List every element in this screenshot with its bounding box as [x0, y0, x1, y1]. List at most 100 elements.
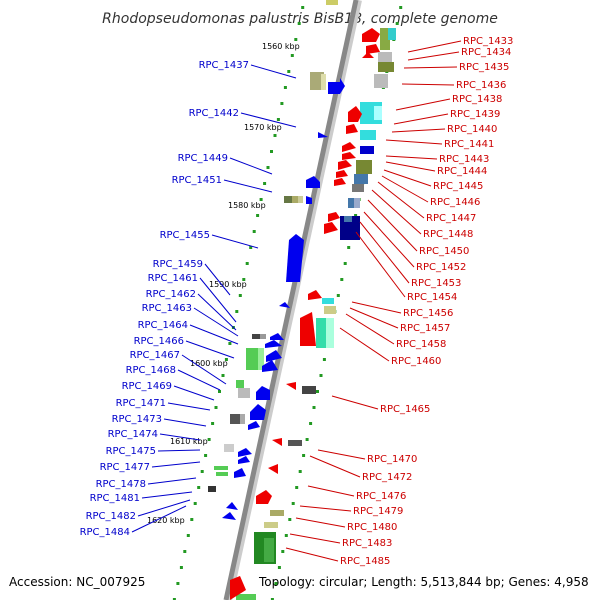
tick-mark	[281, 550, 285, 553]
gene-label[interactable]: RPC_1447	[426, 213, 476, 224]
gene-label[interactable]: RPC_1453	[411, 278, 461, 289]
gene-label[interactable]: RPC_1474	[108, 429, 158, 440]
scale-labels: 1560 kbp 1570 kbp 1580 kbp 1590 kbp 1600…	[147, 42, 300, 525]
gene-block	[240, 414, 245, 424]
gene-arrow	[308, 290, 322, 300]
gene-label[interactable]: RPC_1477	[100, 462, 150, 473]
gene-arrow	[366, 44, 380, 54]
gene-label[interactable]: RPC_1468	[126, 365, 176, 376]
tick-mark	[287, 70, 291, 73]
gene-label[interactable]: RPC_1454	[407, 292, 457, 303]
gene-label[interactable]: RPC_1464	[138, 320, 188, 331]
callout-line	[359, 221, 410, 284]
gene-arrow	[279, 302, 290, 308]
tick-mark	[291, 502, 295, 505]
gene-label[interactable]: RPC_1485	[340, 556, 390, 567]
gene-label[interactable]: RPC_1452	[416, 262, 466, 273]
gene-label[interactable]: RPC_1438	[452, 94, 502, 105]
gene-arrow	[248, 421, 260, 430]
callout-line	[383, 169, 432, 187]
callout-line	[163, 418, 207, 427]
callout-line	[407, 40, 462, 53]
gene-block	[354, 174, 368, 184]
gene-block	[208, 486, 216, 492]
tick-mark	[270, 598, 274, 600]
tick-mark	[280, 102, 284, 105]
gene-label[interactable]: RPC_1469	[122, 381, 172, 392]
gene-label[interactable]: RPC_1461	[148, 273, 198, 284]
gene-label[interactable]: RPC_1478	[96, 479, 146, 490]
gene-label[interactable]: RPC_1471	[116, 398, 166, 409]
gene-label[interactable]: RPC_1465	[380, 404, 430, 415]
tick-mark	[298, 470, 302, 473]
gene-block	[288, 440, 302, 446]
callout-line	[157, 449, 201, 452]
gene-label[interactable]: RPC_1445	[433, 181, 483, 192]
gene-label[interactable]: RPC_1448	[423, 229, 473, 240]
gene-label[interactable]: RPC_1446	[430, 197, 480, 208]
tick-mark	[395, 22, 399, 25]
gene-block	[236, 594, 256, 600]
gene-label[interactable]: RPC_1484	[80, 527, 130, 538]
callout-line	[285, 547, 339, 562]
gene-label[interactable]: RPC_1450	[419, 246, 469, 257]
gene-block	[252, 334, 260, 339]
gene-label[interactable]: RPC_1444	[437, 166, 487, 177]
gene-label[interactable]: RPC_1466	[134, 336, 184, 347]
gene-label[interactable]: RPC_1449	[178, 153, 228, 164]
gene-label[interactable]: RPC_1441	[444, 139, 494, 150]
callout-line	[395, 98, 451, 111]
gene-label[interactable]: RPC_1483	[342, 538, 392, 549]
gene-arrow	[306, 196, 312, 204]
genome-summary-text: Topology: circular; Length: 5,513,844 bp…	[258, 575, 589, 589]
callout-line	[401, 83, 455, 86]
gene-label[interactable]: RPC_1472	[362, 472, 412, 483]
gene-label[interactable]: RPC_1473	[112, 414, 162, 425]
callout-line	[177, 369, 221, 391]
gene-label[interactable]: RPC_1455	[160, 230, 210, 241]
gene-label[interactable]: RPC_1435	[459, 62, 509, 73]
reverse-genes	[230, 28, 396, 600]
gene-label[interactable]: RPC_1457	[400, 323, 450, 334]
gene-block	[264, 538, 274, 562]
gene-label[interactable]: RPC_1440	[447, 124, 497, 135]
tick-mark	[295, 486, 299, 489]
gene-label[interactable]: RPC_1467	[130, 350, 180, 361]
gene-block	[356, 160, 372, 174]
gene-block	[374, 74, 388, 88]
callout-line	[181, 354, 227, 385]
gene-label[interactable]: RPC_1476	[356, 491, 406, 502]
gene-label[interactable]: RPC_1459	[153, 259, 203, 270]
gene-label[interactable]: RPC_1439	[450, 109, 500, 120]
gene-label[interactable]: RPC_1482	[86, 511, 136, 522]
tick-mark	[256, 214, 260, 217]
gene-label[interactable]: RPC_1443	[439, 154, 489, 165]
gene-arrow	[286, 382, 296, 390]
scale-label: 1590 kbp	[209, 280, 247, 289]
gene-label[interactable]: RPC_1463	[142, 303, 192, 314]
gene-label[interactable]: RPC_1437	[199, 60, 249, 71]
gene-label[interactable]: RPC_1460	[391, 356, 441, 367]
gene-label[interactable]: RPC_1458	[396, 339, 446, 350]
callout-line	[377, 181, 425, 219]
gene-arrow	[256, 490, 272, 504]
gene-label[interactable]: RPC_1456	[403, 308, 453, 319]
gene-label[interactable]: RPC_1470	[367, 454, 417, 465]
gene-label[interactable]: RPC_1481	[90, 493, 140, 504]
gene-block	[321, 74, 326, 90]
gene-label[interactable]: RPC_1433	[463, 36, 513, 47]
forward-gene-labels: RPC_1437 RPC_1442 RPC_1449 RPC_1451 RPC_1455…	[80, 60, 297, 538]
gene-label[interactable]: RPC_1434	[461, 47, 511, 58]
gene-arrow	[328, 212, 340, 222]
tick-mark	[284, 534, 288, 537]
gene-label[interactable]: RPC_1451	[172, 175, 222, 186]
gene-label[interactable]: RPC_1462	[146, 289, 196, 300]
gene-label[interactable]: RPC_1475	[106, 446, 156, 457]
gene-label[interactable]: RPC_1436	[456, 80, 506, 91]
gene-label[interactable]: RPC_1479	[353, 506, 403, 517]
gene-label[interactable]: RPC_1442	[189, 108, 239, 119]
tick-mark	[211, 422, 215, 425]
gene-label[interactable]: RPC_1480	[347, 522, 397, 533]
